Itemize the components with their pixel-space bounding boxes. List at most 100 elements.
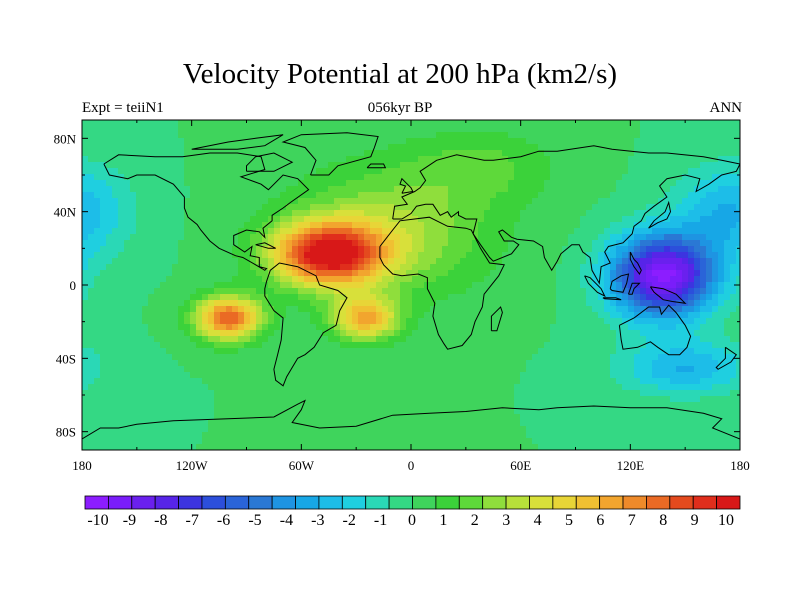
field-cell	[274, 120, 281, 127]
field-cell	[298, 312, 305, 319]
field-cell	[226, 324, 233, 331]
field-cell	[406, 438, 413, 445]
field-cell	[292, 438, 299, 445]
field-cell	[496, 408, 503, 415]
field-cell	[124, 234, 131, 241]
field-cell	[262, 150, 269, 157]
field-cell	[130, 162, 137, 169]
field-cell	[298, 246, 305, 253]
field-cell	[106, 222, 113, 229]
field-cell	[370, 210, 377, 217]
field-cell	[88, 372, 95, 379]
field-cell	[472, 378, 479, 385]
field-cell	[526, 270, 533, 277]
field-cell	[418, 204, 425, 211]
field-cell	[616, 186, 623, 193]
field-cell	[202, 132, 209, 139]
field-cell	[130, 210, 137, 217]
field-cell	[118, 366, 125, 373]
field-cell	[250, 336, 257, 343]
field-cell	[340, 318, 347, 325]
field-cell	[418, 240, 425, 247]
field-cell	[100, 396, 107, 403]
field-cell	[562, 192, 569, 199]
field-cell	[238, 162, 245, 169]
field-cell	[310, 150, 317, 157]
field-cell	[574, 300, 581, 307]
field-cell	[358, 336, 365, 343]
field-cell	[214, 276, 221, 283]
field-cell	[178, 426, 185, 433]
field-cell	[616, 384, 623, 391]
field-cell	[358, 276, 365, 283]
field-cell	[616, 300, 623, 307]
field-cell	[586, 336, 593, 343]
field-cell	[136, 192, 143, 199]
field-cell	[298, 264, 305, 271]
field-cell	[106, 144, 113, 151]
field-cell	[478, 294, 485, 301]
field-cell	[304, 366, 311, 373]
field-cell	[244, 222, 251, 229]
field-cell	[238, 384, 245, 391]
field-cell	[472, 324, 479, 331]
field-cell	[88, 378, 95, 385]
field-cell	[586, 306, 593, 313]
field-cell	[472, 192, 479, 199]
field-cell	[238, 306, 245, 313]
field-cell	[196, 366, 203, 373]
field-cell	[322, 324, 329, 331]
field-cell	[226, 348, 233, 355]
field-cell	[322, 360, 329, 367]
field-cell	[148, 132, 155, 139]
field-cell	[112, 294, 119, 301]
field-cell	[382, 330, 389, 337]
field-cell	[436, 198, 443, 205]
field-cell	[256, 408, 263, 415]
field-cell	[562, 162, 569, 169]
field-cell	[88, 120, 95, 127]
field-cell	[148, 126, 155, 133]
field-cell	[418, 234, 425, 241]
field-cell	[292, 360, 299, 367]
field-cell	[376, 330, 383, 337]
field-cell	[370, 162, 377, 169]
field-cell	[310, 198, 317, 205]
field-cell	[310, 288, 317, 295]
field-cell	[82, 138, 89, 145]
field-cell	[142, 408, 149, 415]
field-cell	[370, 318, 377, 325]
field-cell	[466, 150, 473, 157]
field-cell	[382, 138, 389, 145]
field-cell	[484, 216, 491, 223]
field-cell	[154, 426, 161, 433]
field-cell	[622, 282, 629, 289]
field-cell	[268, 402, 275, 409]
field-cell	[100, 150, 107, 157]
field-cell	[244, 180, 251, 187]
field-cell	[100, 312, 107, 319]
field-cell	[610, 240, 617, 247]
field-cell	[160, 300, 167, 307]
field-cell	[448, 252, 455, 259]
field-cell	[166, 318, 173, 325]
field-cell	[472, 120, 479, 127]
field-cell	[430, 222, 437, 229]
field-cell	[196, 228, 203, 235]
field-cell	[304, 324, 311, 331]
field-cell	[280, 294, 287, 301]
field-cell	[268, 156, 275, 163]
field-cell	[220, 306, 227, 313]
field-cell	[268, 366, 275, 373]
field-cell	[562, 378, 569, 385]
field-cell	[118, 432, 125, 439]
field-cell	[220, 186, 227, 193]
field-cell	[124, 144, 131, 151]
field-cell	[94, 438, 101, 445]
field-cell	[394, 336, 401, 343]
field-cell	[142, 150, 149, 157]
field-cell	[604, 366, 611, 373]
field-cell	[136, 156, 143, 163]
field-cell	[370, 300, 377, 307]
field-cell	[352, 408, 359, 415]
